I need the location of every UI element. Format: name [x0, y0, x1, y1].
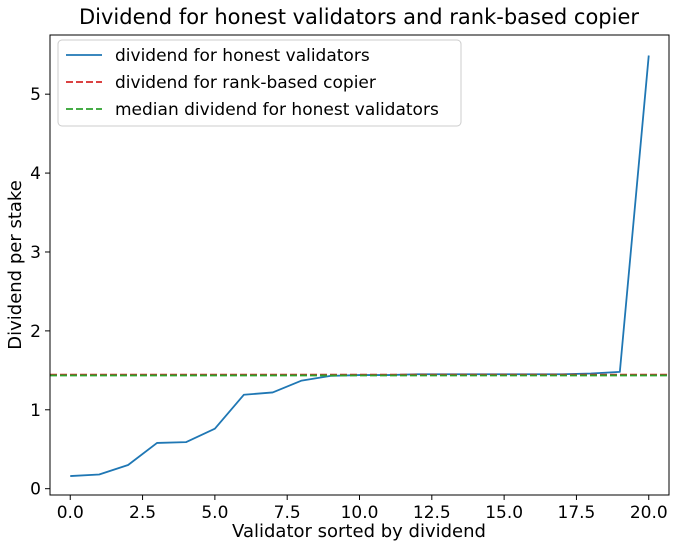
- y-tick-label: 5: [30, 85, 41, 105]
- legend-label: dividend for rank-based copier: [115, 73, 376, 93]
- x-axis-label: Validator sorted by dividend: [232, 521, 486, 542]
- x-tick-label: 12.5: [413, 503, 451, 523]
- y-tick-label: 1: [30, 401, 41, 421]
- legend-label: dividend for honest validators: [115, 46, 370, 66]
- x-tick-label: 0.0: [57, 503, 84, 523]
- x-tick-label: 20.0: [630, 503, 668, 523]
- legend-label: median dividend for honest validators: [115, 100, 439, 120]
- y-axis-label: Dividend per stake: [5, 180, 26, 350]
- y-tick-label: 4: [30, 164, 41, 184]
- legend-box: [57, 39, 462, 127]
- x-tick-label: 17.5: [558, 503, 596, 523]
- legend-entry-rank-based-copier: dividend for rank-based copier: [66, 73, 376, 93]
- y-tick-label: 2: [30, 322, 41, 342]
- x-tick-label: 15.0: [485, 503, 523, 523]
- y-tick-label: 0: [30, 480, 41, 500]
- legend: dividend for honest validators dividend f…: [57, 39, 462, 127]
- y-tick-label: 3: [30, 243, 41, 263]
- x-tick-label: 7.5: [274, 503, 301, 523]
- chart-title: Dividend for honest validators and rank-…: [79, 5, 639, 29]
- legend-entry-honest-validators: dividend for honest validators: [66, 46, 370, 66]
- x-tick-label: 2.5: [129, 503, 156, 523]
- x-tick-label: 5.0: [201, 503, 228, 523]
- legend-entry-median-dividend: median dividend for honest validators: [66, 100, 439, 120]
- x-tick-label: 10.0: [341, 503, 379, 523]
